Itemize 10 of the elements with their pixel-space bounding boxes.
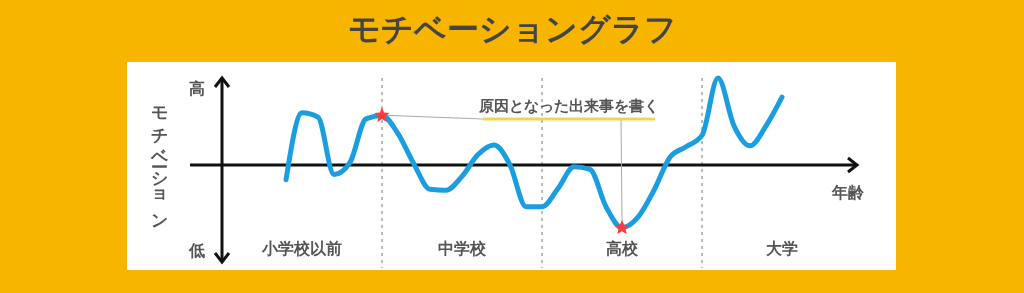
x-axis-title: 年齢 [831, 183, 865, 202]
text: 低 [188, 241, 205, 260]
x-tick-label: 小学校以前 [261, 239, 342, 258]
chart-title: モチベーショングラフ [347, 10, 677, 48]
x-tick-label: 高校 [606, 239, 639, 258]
text: 高 [189, 79, 205, 98]
x-tick-label: 中学校 [438, 239, 487, 258]
annotation: 原因となった出来事を書く [478, 97, 659, 115]
y-axis-title: モチベーション [150, 95, 170, 228]
x-tick-label: 大学 [766, 239, 798, 258]
